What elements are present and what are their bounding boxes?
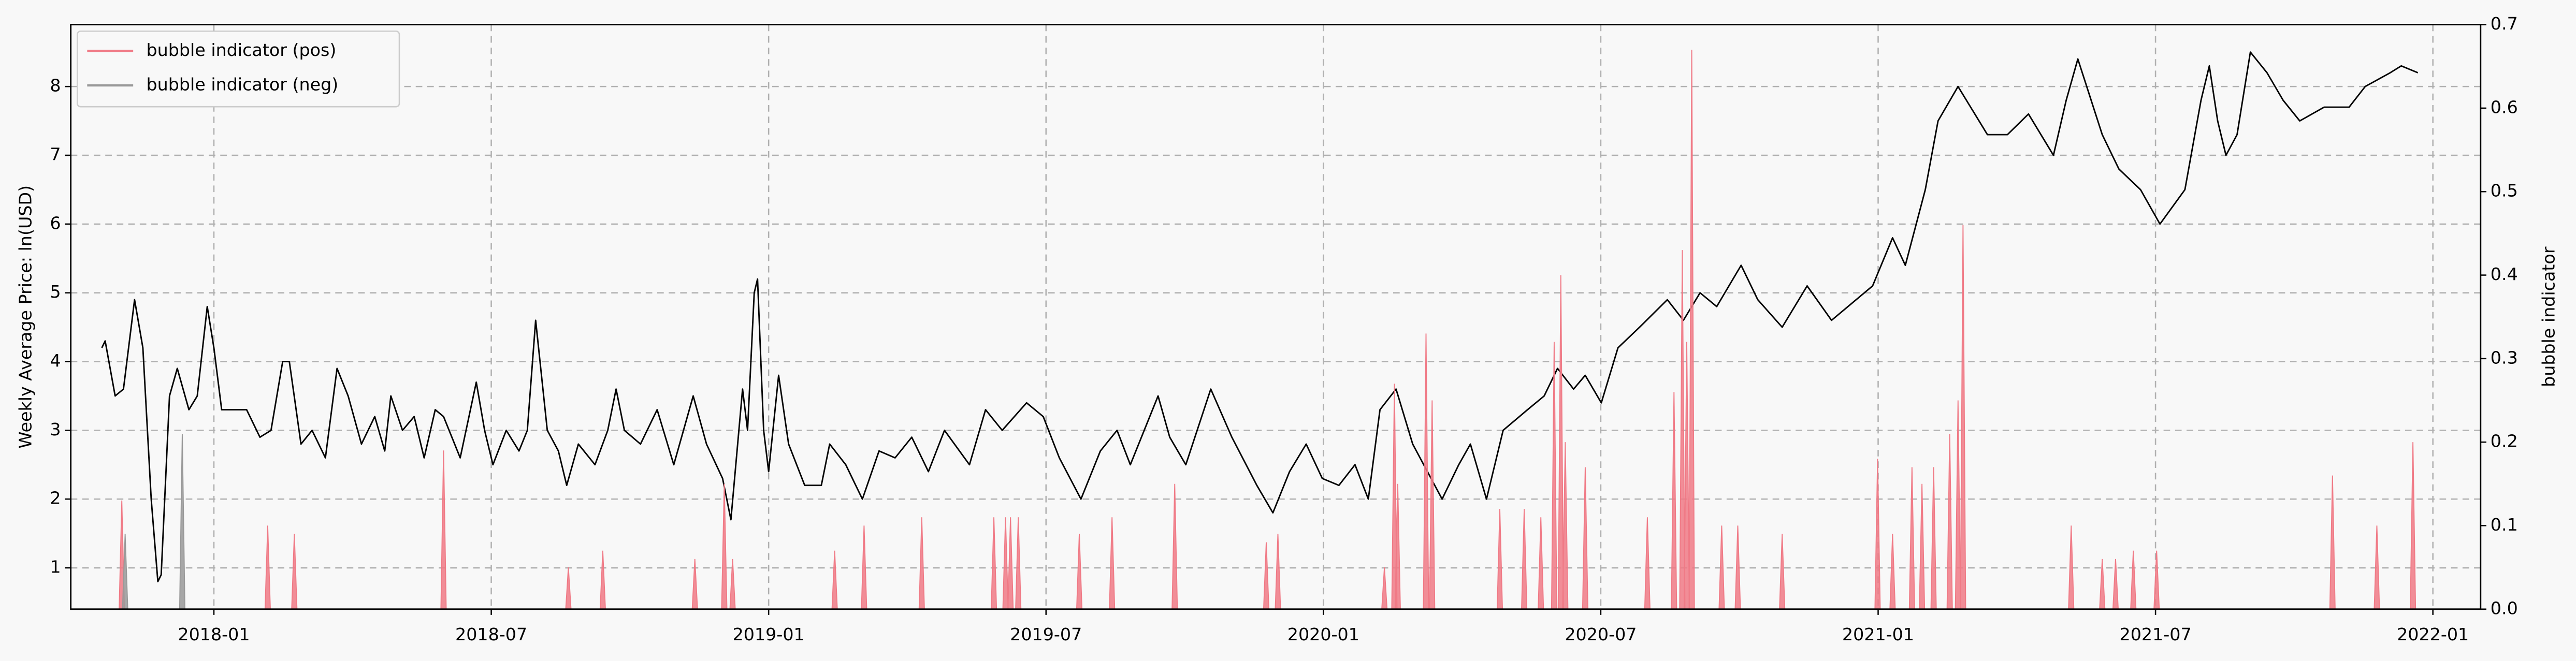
- x-tick-label: 2021-07: [2120, 624, 2192, 644]
- y-tick-label: 6: [50, 213, 61, 233]
- plot-frame: [70, 24, 2482, 610]
- x-tick-label: 2018-07: [455, 624, 527, 644]
- legend: bubble indicator (pos) bubble indicator (…: [77, 30, 400, 108]
- y2-tick-label: 0.5: [2491, 181, 2518, 201]
- y2-tick-label: 0.0: [2491, 598, 2518, 618]
- x-tick-label: 2020-01: [1287, 624, 1359, 644]
- y-tick-label: 4: [50, 350, 61, 371]
- y-tick-label: 1: [50, 557, 61, 577]
- y-tick-label: 5: [50, 282, 61, 302]
- legend-label: bubble indicator (pos): [147, 40, 337, 60]
- price-line: [101, 51, 2419, 583]
- legend-box: [77, 30, 400, 108]
- y-tick-label: 7: [50, 144, 61, 164]
- x-tick-label: 2022-01: [2397, 624, 2469, 644]
- y2-axis-label: bubble indicator: [2539, 246, 2559, 387]
- x-tick-label: 2018-01: [178, 624, 250, 644]
- y2-tick-label: 0.4: [2491, 264, 2518, 284]
- x-tick-label: 2019-01: [733, 624, 805, 644]
- x-tick-label: 2019-07: [1010, 624, 1082, 644]
- y2-tick-label: 0.1: [2491, 515, 2518, 535]
- y2-tick-label: 0.3: [2491, 347, 2518, 368]
- y2-tick-label: 0.6: [2491, 97, 2518, 117]
- y-tick-label: 2: [50, 488, 61, 508]
- y-axis-label: Weekly Average Price: ln(USD): [15, 185, 35, 449]
- x-tick-label: 2020-07: [1565, 624, 1637, 644]
- y2-tick-label: 0.2: [2491, 431, 2518, 451]
- y2-tick-label: 0.7: [2491, 13, 2518, 34]
- y-tick-label: 8: [50, 76, 61, 96]
- legend-label: bubble indicator (neg): [147, 74, 339, 94]
- y-tick-label: 3: [50, 419, 61, 439]
- x-tick-label: 2021-01: [1842, 624, 1914, 644]
